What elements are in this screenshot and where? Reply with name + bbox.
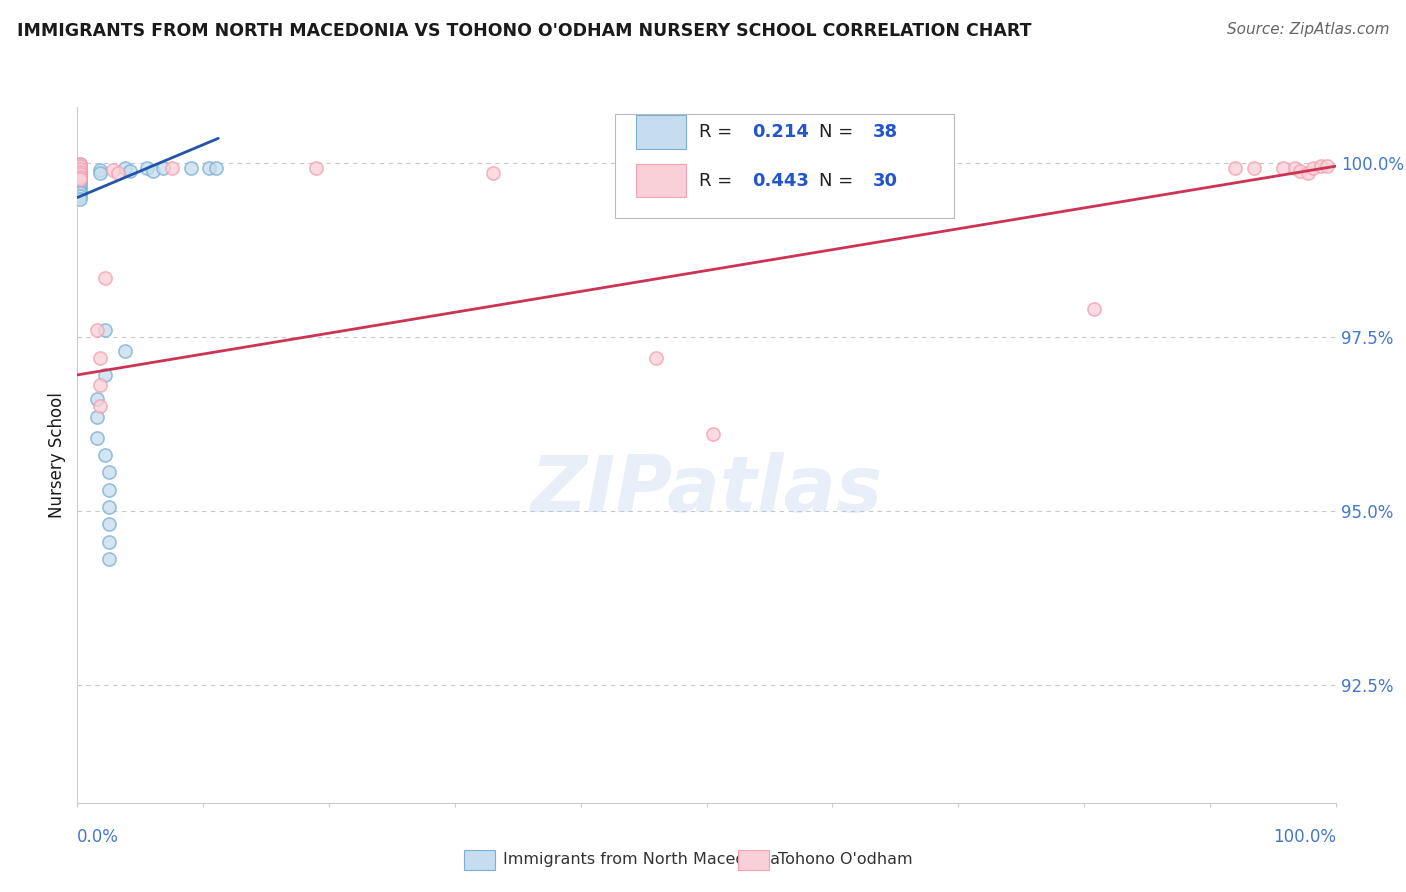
Point xyxy=(69,184,91,198)
Point xyxy=(97,500,120,515)
Text: 0.214: 0.214 xyxy=(752,123,808,141)
Point xyxy=(180,161,202,176)
Point xyxy=(114,161,136,176)
Point xyxy=(160,161,183,176)
Point xyxy=(152,161,174,176)
Text: 30: 30 xyxy=(873,171,897,190)
Point xyxy=(481,166,503,180)
Point xyxy=(97,483,120,497)
Point xyxy=(69,164,91,178)
Text: Immigrants from North Macedonia: Immigrants from North Macedonia xyxy=(503,853,780,867)
Point xyxy=(97,535,120,549)
Text: Source: ZipAtlas.com: Source: ZipAtlas.com xyxy=(1226,22,1389,37)
Point xyxy=(1316,159,1339,173)
Text: R =: R = xyxy=(699,171,738,190)
Point xyxy=(645,351,668,365)
Text: ZIPatlas: ZIPatlas xyxy=(530,451,883,528)
Point xyxy=(97,552,120,566)
Point xyxy=(114,343,136,358)
Point xyxy=(86,323,108,337)
Point xyxy=(89,351,111,365)
Y-axis label: Nursery School: Nursery School xyxy=(48,392,66,518)
Point xyxy=(69,186,91,201)
Point xyxy=(120,164,142,178)
Point xyxy=(69,180,91,194)
Point xyxy=(1296,166,1319,180)
Text: IMMIGRANTS FROM NORTH MACEDONIA VS TOHONO O'ODHAM NURSERY SCHOOL CORRELATION CHA: IMMIGRANTS FROM NORTH MACEDONIA VS TOHON… xyxy=(17,22,1032,40)
Point xyxy=(107,166,129,180)
Point xyxy=(69,157,91,171)
Point xyxy=(135,161,157,176)
Point xyxy=(702,427,724,442)
Point xyxy=(1284,161,1306,176)
Point xyxy=(89,166,111,180)
Point xyxy=(1302,161,1324,176)
Point xyxy=(204,161,226,176)
Point xyxy=(1083,301,1105,316)
Point xyxy=(69,160,91,174)
Point xyxy=(69,178,91,192)
Point xyxy=(305,161,328,176)
Text: 38: 38 xyxy=(873,123,898,141)
Point xyxy=(69,189,91,203)
Point xyxy=(69,175,91,189)
Point xyxy=(1271,161,1294,176)
FancyBboxPatch shape xyxy=(636,115,686,149)
Point xyxy=(94,368,117,382)
Point xyxy=(890,161,912,176)
Point xyxy=(69,167,91,181)
Point xyxy=(86,392,108,407)
Point xyxy=(198,161,221,176)
Text: N =: N = xyxy=(818,123,859,141)
Point xyxy=(69,165,91,179)
Point xyxy=(69,161,91,176)
Point xyxy=(94,323,117,337)
Text: 0.0%: 0.0% xyxy=(77,828,120,846)
Point xyxy=(86,409,108,424)
Point xyxy=(94,448,117,462)
Text: Tohono O'odham: Tohono O'odham xyxy=(778,853,912,867)
FancyBboxPatch shape xyxy=(614,114,955,219)
Point xyxy=(89,399,111,413)
Point xyxy=(86,431,108,445)
Text: 0.443: 0.443 xyxy=(752,171,808,190)
Point xyxy=(94,270,117,285)
Point xyxy=(69,171,91,186)
Point xyxy=(89,378,111,392)
Point xyxy=(89,162,111,177)
Point xyxy=(69,170,91,185)
Point xyxy=(69,161,91,176)
Point xyxy=(69,159,91,173)
Point xyxy=(69,157,91,171)
Text: N =: N = xyxy=(818,171,859,190)
Point xyxy=(69,192,91,206)
FancyBboxPatch shape xyxy=(636,164,686,197)
Text: R =: R = xyxy=(699,123,738,141)
Point xyxy=(69,169,91,184)
Point xyxy=(1289,164,1312,178)
Text: 100.0%: 100.0% xyxy=(1272,828,1336,846)
Point xyxy=(97,517,120,532)
Point xyxy=(69,168,91,182)
Point xyxy=(69,166,91,180)
Point xyxy=(142,164,165,178)
Point xyxy=(97,466,120,480)
Point xyxy=(1243,161,1265,176)
Point xyxy=(69,173,91,187)
Point xyxy=(101,162,124,177)
Point xyxy=(1223,161,1246,176)
Point xyxy=(1309,159,1331,173)
